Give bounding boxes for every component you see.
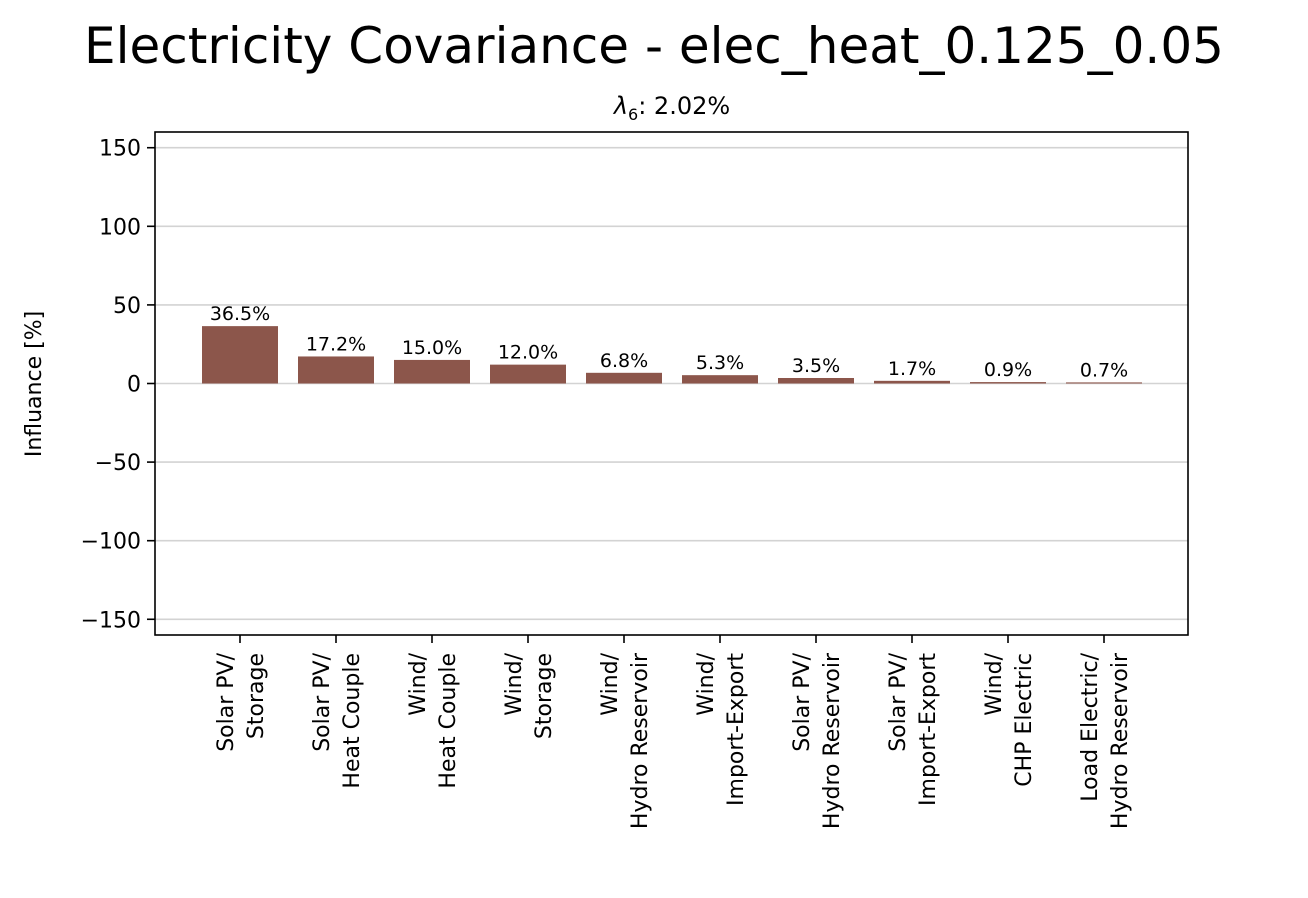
bar xyxy=(682,375,758,384)
bar xyxy=(778,377,854,384)
x-tick-label: Solar PV/Hydro Reservoir xyxy=(790,652,845,829)
x-tick-label-line: Storage xyxy=(244,653,269,739)
x-tick-label: Wind/CHP Electric xyxy=(982,652,1037,786)
subtitle-symbol: λ xyxy=(612,92,628,120)
x-tick-label-line: Import-Export xyxy=(916,653,941,806)
y-tick-label: 50 xyxy=(113,294,141,319)
data-labels: 36.5% 17.2% 15.0% 12.0% 6.8% 5.3% 3.5% 1.7% 0.9%… xyxy=(210,303,1128,381)
x-tick-label: Wind/Hydro Reservoir xyxy=(598,652,653,829)
x-tick-label-line: Hydro Reservoir xyxy=(628,652,653,829)
bar-value-label: 17.2% xyxy=(306,333,366,355)
bar-value-label: 0.7% xyxy=(1080,359,1128,381)
y-tick-label: −50 xyxy=(95,451,141,476)
bar xyxy=(490,364,566,384)
x-tick-label: Solar PV/Import-Export xyxy=(886,652,941,806)
x-tick-label: Wind/Storage xyxy=(502,652,557,739)
y-tick-label: 100 xyxy=(99,215,141,240)
x-tick-label-line: Hydro Reservoir xyxy=(1108,652,1133,829)
x-tick-label-line: Load Electric/ xyxy=(1078,652,1103,801)
bar xyxy=(394,359,470,384)
x-tick-label-line: Solar PV/ xyxy=(310,652,335,751)
x-tick-label-line: Heat Couple xyxy=(436,653,461,789)
bar-value-label: 5.3% xyxy=(696,352,744,374)
bar-value-label: 3.5% xyxy=(792,355,840,377)
x-tick-label-line: Solar PV/ xyxy=(886,652,911,751)
x-tick-label-line: Wind/ xyxy=(406,652,431,715)
x-tick-label: Load Electric/Hydro Reservoir xyxy=(1078,652,1133,829)
x-tick-label-line: Solar PV/ xyxy=(790,652,815,751)
bar xyxy=(298,356,374,384)
bar xyxy=(1066,382,1142,384)
bar-value-label: 0.9% xyxy=(984,359,1032,381)
bar xyxy=(586,372,662,384)
chart-subtitle: λ6: 2.02% xyxy=(612,92,730,124)
bar-value-label: 15.0% xyxy=(402,337,462,359)
x-tick-label-line: Solar PV/ xyxy=(214,652,239,751)
x-tick-label-line: Wind/ xyxy=(694,652,719,715)
x-tick-label-line: Heat Couple xyxy=(340,653,365,789)
y-axis-label: Influance [%] xyxy=(22,311,47,457)
x-tick-label-line: CHP Electric xyxy=(1012,653,1037,787)
bar-value-label: 36.5% xyxy=(210,303,270,325)
y-tick-label: 0 xyxy=(127,373,141,398)
bar-value-label: 6.8% xyxy=(600,350,648,372)
x-tick-label-line: Wind/ xyxy=(502,652,527,715)
x-tick-label-line: Storage xyxy=(532,653,557,739)
y-tick-label: −150 xyxy=(81,608,141,633)
y-tick-label: 150 xyxy=(99,137,141,162)
x-tick-label-line: Wind/ xyxy=(982,652,1007,715)
x-tick-label: Solar PV/Heat Couple xyxy=(310,652,365,788)
plot-frame xyxy=(154,131,1189,636)
bar xyxy=(202,326,278,384)
bar-value-label: 1.7% xyxy=(888,358,936,380)
x-tick-label-line: Hydro Reservoir xyxy=(820,652,845,829)
bar xyxy=(874,380,950,384)
x-tick-label-line: Import-Export xyxy=(724,653,749,806)
chart-title: Electricity Covariance - elec_heat_0.125… xyxy=(84,17,1224,75)
subtitle-value: : 2.02% xyxy=(638,92,730,120)
y-tick-label: −100 xyxy=(81,530,141,555)
bar-value-label: 12.0% xyxy=(498,342,558,364)
x-tick-label: Wind/Import-Export xyxy=(694,652,749,806)
x-axis: Solar PV/Storage Solar PV/Heat Couple Wind… xyxy=(214,635,1133,829)
y-axis: 150 100 50 0 −50 −100 −150 xyxy=(81,137,155,633)
subtitle-subscript: 6 xyxy=(628,105,638,124)
x-tick-label: Wind/Heat Couple xyxy=(406,652,461,788)
x-tick-label-line: Wind/ xyxy=(598,652,623,715)
bar xyxy=(970,382,1046,384)
bars xyxy=(202,326,1142,384)
x-tick-label: Solar PV/Storage xyxy=(214,652,269,751)
